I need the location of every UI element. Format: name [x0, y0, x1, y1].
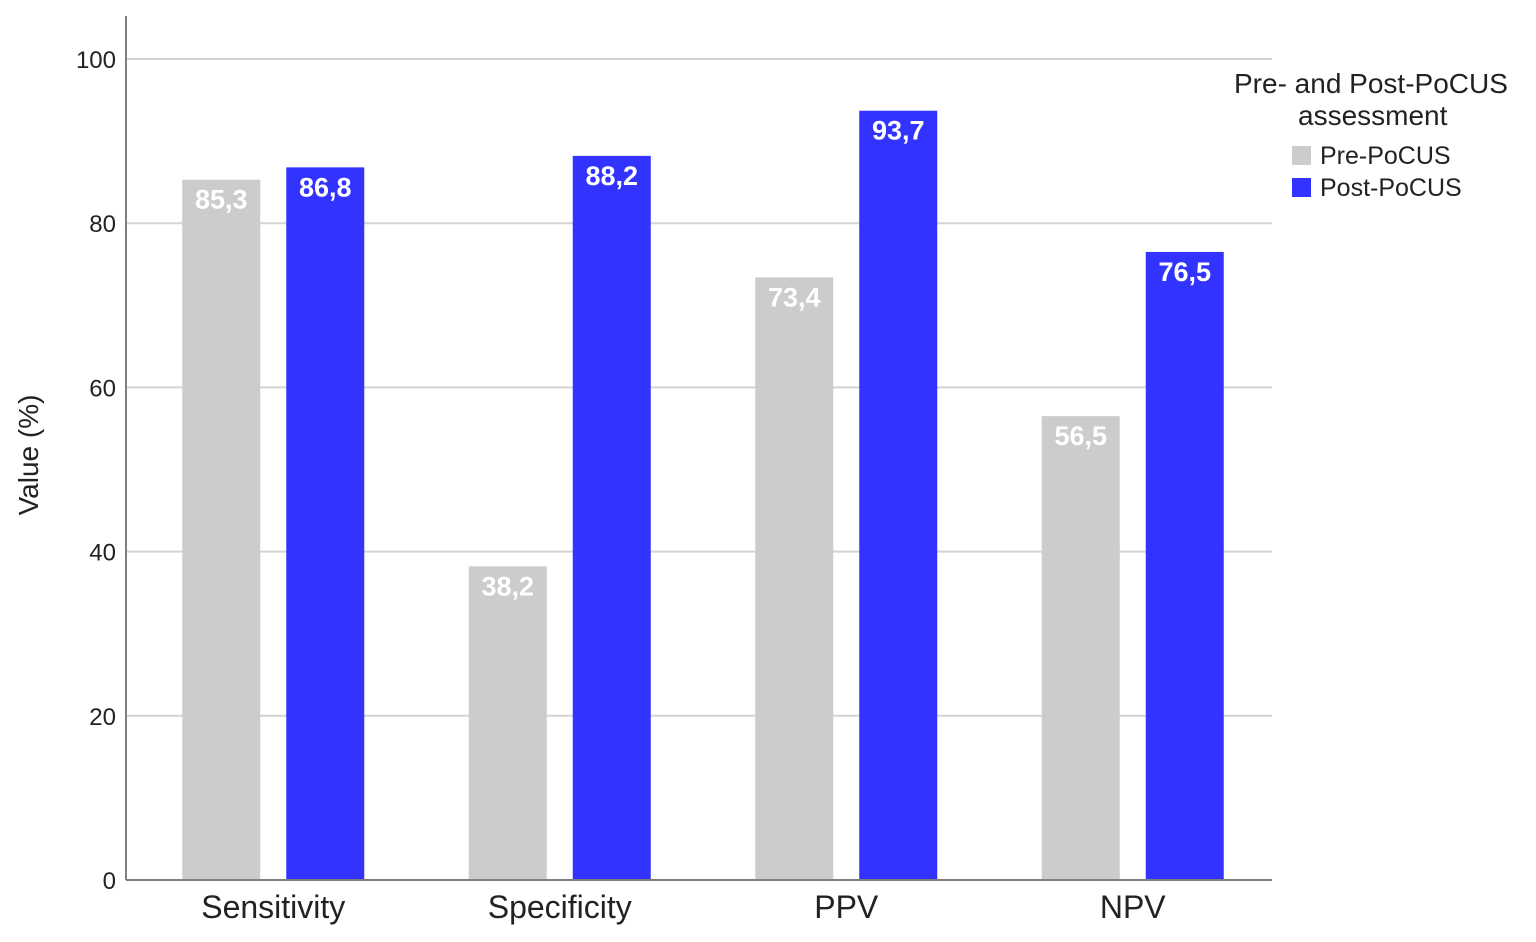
- bar-value-label: 85,3: [195, 185, 248, 215]
- bar-value-label: 38,2: [481, 571, 534, 601]
- y-tick-label: 100: [76, 47, 116, 74]
- y-tick-label: 40: [89, 540, 116, 567]
- y-tick-label: 20: [89, 704, 116, 731]
- y-tick-labels: 0 20 40 60 80 100: [76, 47, 116, 895]
- bar-post-pocus-ppv: [859, 110, 938, 880]
- legend: Pre- and Post-PoCUS assessment Pre-PoCUS…: [1234, 68, 1508, 202]
- axes: [125, 16, 1272, 881]
- x-tick-label: NPV: [1100, 889, 1166, 925]
- x-tick-label: Specificity: [488, 889, 632, 925]
- bar-pre-pocus-ppv: [755, 277, 834, 880]
- bar-value-label: 93,7: [872, 116, 925, 146]
- legend-swatch-pre-pocus: [1292, 146, 1311, 165]
- bar-post-pocus-specificity: [572, 155, 651, 881]
- bar-value-label: 56,5: [1054, 421, 1107, 451]
- x-tick-labels: Sensitivity Specificity PPV NPV: [201, 889, 1166, 925]
- legend-label: Pre-PoCUS: [1320, 142, 1451, 170]
- x-tick-label: PPV: [814, 889, 879, 925]
- bar-pre-pocus-specificity: [468, 566, 547, 880]
- bars: 85,3 86,8 38,2 88,2 73,4 93,7 56,5 76,5: [182, 110, 1224, 881]
- bar-pre-pocus-npv: [1041, 416, 1120, 880]
- y-tick-label: 0: [103, 868, 116, 895]
- legend-title-line-2: assessment: [1298, 100, 1448, 131]
- bar-value-label: 86,8: [299, 172, 352, 202]
- bar-post-pocus-sensitivity: [286, 167, 365, 880]
- bar-value-label: 73,4: [768, 282, 821, 312]
- legend-items: Pre-PoCUS Post-PoCUS: [1292, 142, 1462, 202]
- bar-value-label: 76,5: [1158, 257, 1211, 287]
- y-tick-label: 80: [89, 211, 116, 238]
- legend-swatch-post-pocus: [1292, 178, 1311, 197]
- x-tick-label: Sensitivity: [201, 889, 345, 925]
- bar-value-label: 88,2: [585, 161, 638, 191]
- bar-pre-pocus-sensitivity: [182, 179, 261, 880]
- y-tick-label: 60: [89, 375, 116, 402]
- y-axis-label: Value (%): [13, 395, 44, 516]
- legend-title-line-1: Pre- and Post-PoCUS: [1234, 68, 1508, 99]
- bar-post-pocus-npv: [1145, 251, 1224, 880]
- legend-label: Post-PoCUS: [1320, 174, 1462, 202]
